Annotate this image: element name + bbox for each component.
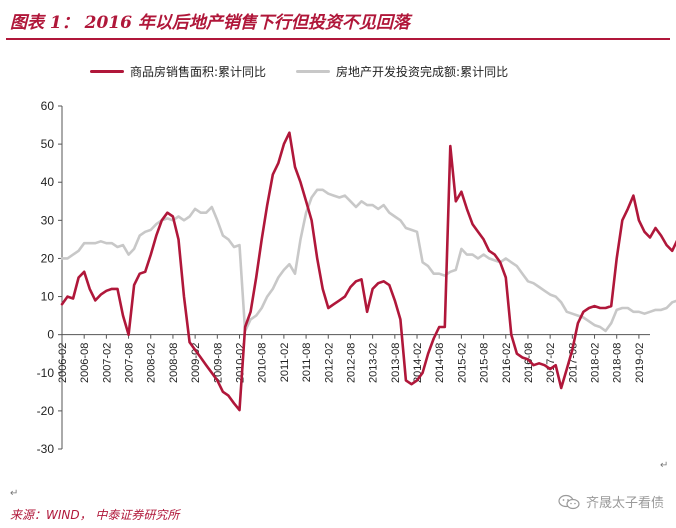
legend-swatch-sales <box>90 69 124 73</box>
x-tick-label: 2017-02 <box>545 343 557 383</box>
y-tick-label: 10 <box>41 290 55 304</box>
series-line-investment <box>60 188 676 333</box>
y-tick-label: 40 <box>41 175 55 189</box>
legend-label-investment: 房地产开发投资完成额:累计同比 <box>336 64 509 79</box>
legend-label-sales: 商品房销售面积:累计同比 <box>130 64 267 79</box>
x-tick-label: 2012-08 <box>345 343 357 383</box>
watermark-text: 齐晟太子看债 <box>585 496 664 511</box>
x-tick-label: 2010-08 <box>257 343 269 383</box>
y-tick-label: 0 <box>47 328 54 342</box>
y-tick-label: 20 <box>41 251 55 265</box>
x-tick-label: 2019-02 <box>634 343 646 383</box>
watermark: 齐晟太子看债 <box>558 492 664 511</box>
x-tick-label: 2009-08 <box>212 343 224 383</box>
axes: -30 -20 -10 0 10 20 30 40 50 60 2006-02 2006-08 2007… <box>37 99 650 456</box>
paragraph-mark: ↵ <box>10 488 19 499</box>
x-tick-label: 2013-08 <box>390 343 402 383</box>
y-tick-label: 30 <box>41 213 55 227</box>
y-tick-label: 60 <box>41 99 55 113</box>
x-tick-label: 2018-02 <box>590 343 602 383</box>
x-tick-label: 2018-08 <box>612 343 624 383</box>
x-tick-label: 2009-02 <box>190 343 202 383</box>
x-tick-label: 2015-08 <box>479 343 491 383</box>
y-tick-label: 50 <box>41 137 55 151</box>
y-tick-label: -20 <box>37 404 55 418</box>
x-tick-label: 2015-02 <box>456 343 468 383</box>
series-line-sales <box>60 131 676 412</box>
x-tick-label: 2014-08 <box>434 343 446 383</box>
y-tick-label: -30 <box>37 442 55 456</box>
y-tick-label: -10 <box>37 366 55 380</box>
legend-swatch-investment <box>296 69 331 73</box>
legend: 商品房销售面积:累计同比 房地产开发投资完成额:累计同比 <box>90 60 508 82</box>
x-tick-label: 2012-02 <box>323 343 335 383</box>
x-tick-label: 2011-08 <box>301 343 313 383</box>
x-tick-label: 2006-08 <box>79 343 91 383</box>
legend-item-investment: 房地产开发投资完成额:累计同比 <box>296 63 508 80</box>
x-tick-label: 2013-02 <box>368 343 380 383</box>
x-tick-label: 2008-08 <box>168 343 180 383</box>
x-tick-label: 2008-02 <box>146 343 158 383</box>
chart-title: 图表 1： 2016 年以后地产销售下行但投资不见回落 <box>10 13 410 33</box>
series-layer <box>60 131 676 412</box>
x-tick-label: 2006-02 <box>57 343 69 383</box>
x-tick-label: 2016-02 <box>501 343 513 383</box>
source-note: 来源：WIND， 中泰证券研究所 <box>10 508 180 522</box>
wechat-icon <box>558 494 580 509</box>
x-tick-label: 2011-02 <box>279 343 291 383</box>
x-tick-label: 2007-02 <box>101 343 113 383</box>
x-tick-label: 2016-08 <box>523 343 535 383</box>
paragraph-mark: ↵ <box>660 460 669 471</box>
title-rule <box>6 38 670 40</box>
legend-item-sales: 商品房销售面积:累计同比 <box>90 63 266 80</box>
x-tick-label: 2007-08 <box>124 343 136 383</box>
